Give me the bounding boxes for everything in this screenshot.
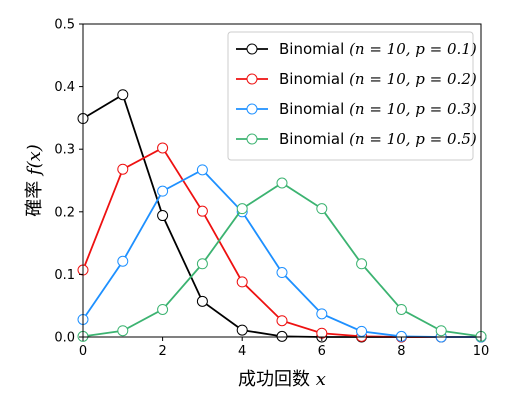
y-axis-title-text: 確率 xyxy=(24,175,45,217)
y-tick-label: 0.0 xyxy=(54,331,75,346)
data-point xyxy=(196,295,208,307)
y-axis-title-math: f(x) xyxy=(24,144,45,177)
data-point xyxy=(236,276,248,288)
y-tick-label: 0.1 xyxy=(54,268,75,283)
data-point xyxy=(157,142,169,154)
x-axis-title-text: 成功回数 xyxy=(238,369,316,390)
legend-series-name: Binomial xyxy=(279,130,349,148)
data-point xyxy=(117,325,129,337)
legend-series-params: (n = 10, p = 0.1) xyxy=(349,40,477,58)
data-point xyxy=(196,205,208,217)
data-point xyxy=(356,325,368,337)
legend-marker xyxy=(246,133,258,145)
data-point xyxy=(117,163,129,175)
data-point xyxy=(435,325,447,337)
legend-series-params: (n = 10, p = 0.2) xyxy=(349,70,477,88)
data-point xyxy=(196,164,208,176)
y-tick-label: 0.3 xyxy=(54,143,75,158)
x-tick-label: 6 xyxy=(318,344,326,359)
data-point xyxy=(236,203,248,215)
x-axis-title-math: x xyxy=(316,369,326,390)
axes: 0 2 4 6 8 10 0.0 0.1 0.2 0.3 0.4 0.5 成功回数 x 確率 f(x) xyxy=(24,18,489,391)
data-point xyxy=(236,324,248,336)
data-point xyxy=(356,258,368,270)
x-tick-label: 4 xyxy=(238,344,246,359)
data-point xyxy=(395,330,407,342)
data-point xyxy=(276,330,288,342)
x-axis-title: 成功回数 x xyxy=(238,369,326,390)
data-point xyxy=(196,258,208,270)
y-tick-label: 0.4 xyxy=(54,80,75,95)
data-point xyxy=(117,89,129,101)
legend-label: Binomial (n = 10, p = 0.3) xyxy=(279,100,477,118)
y-tick-label: 0.5 xyxy=(54,18,75,33)
data-point xyxy=(395,303,407,315)
y-tick-label: 0.2 xyxy=(54,205,75,220)
legend-marker xyxy=(246,73,258,85)
data-point xyxy=(276,315,288,327)
legend-series-params: (n = 10, p = 0.3) xyxy=(349,100,477,118)
legend-series-name: Binomial xyxy=(279,70,349,88)
legend-label: Binomial (n = 10, p = 0.1) xyxy=(279,40,477,58)
data-point xyxy=(276,267,288,279)
data-point xyxy=(157,210,169,222)
x-tick-label: 8 xyxy=(397,344,405,359)
legend-box xyxy=(227,31,474,161)
data-point xyxy=(157,303,169,315)
data-point xyxy=(316,203,328,215)
legend-marker xyxy=(246,43,258,55)
legend-series-name: Binomial xyxy=(279,100,349,118)
data-point xyxy=(157,185,169,197)
data-point xyxy=(316,308,328,320)
data-point xyxy=(276,177,288,189)
x-tick-label: 10 xyxy=(473,344,490,359)
legend-label: Binomial (n = 10, p = 0.2) xyxy=(279,70,477,88)
y-axis-title: 確率 f(x) xyxy=(24,144,45,217)
plot-frame xyxy=(82,23,482,338)
legend: Binomial (n = 10, p = 0.1)Binomial (n = … xyxy=(227,31,477,161)
data-point xyxy=(117,255,129,267)
x-tick-label: 0 xyxy=(79,344,87,359)
legend-label: Binomial (n = 10, p = 0.5) xyxy=(279,130,477,148)
x-tick-label: 2 xyxy=(158,344,166,359)
legend-series-name: Binomial xyxy=(279,40,349,58)
legend-series-params: (n = 10, p = 0.5) xyxy=(349,130,477,148)
legend-marker xyxy=(246,103,258,115)
